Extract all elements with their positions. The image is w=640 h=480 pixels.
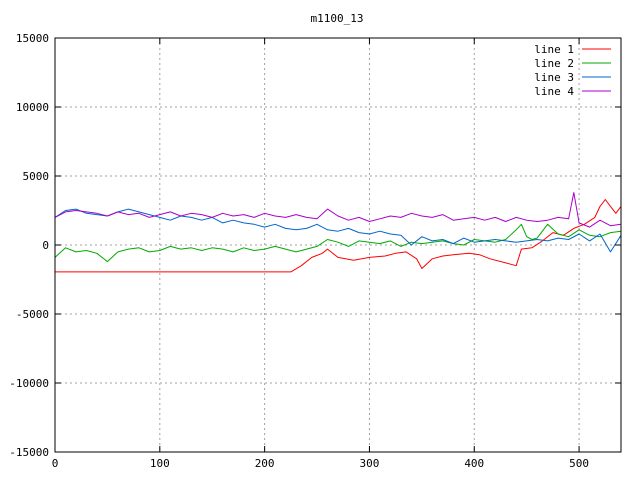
series-line-line-1 [55,199,622,273]
axes: 0 100 200 300 400 500 -15000 -10000 -5000 0 5000 10… [9,32,621,470]
legend-label: line 1 [534,43,574,56]
series-lines [54,192,622,273]
y-tick-label: 5000 [23,170,50,183]
series-line-line-3 [54,208,622,253]
x-tick-label: 300 [360,457,380,470]
y-tick-label: -15000 [9,446,49,459]
grid [55,38,621,452]
series-line-line-4 [54,192,622,228]
y-tick-label: 10000 [16,101,49,114]
y-tick-label: 15000 [16,32,49,45]
chart-title: m1100_13 [311,12,364,25]
legend-label: line 2 [534,57,574,70]
y-tick-label: 0 [42,239,49,252]
legend-label: line 4 [534,85,574,98]
x-tick-label: 0 [52,457,59,470]
y-tick-label: -5000 [16,308,49,321]
legend-label: line 3 [534,71,574,84]
x-tick-label: 500 [569,457,589,470]
x-tick-label: 100 [150,457,170,470]
x-tick-label: 200 [255,457,275,470]
series-line-line-2 [54,223,622,263]
y-tick-label: -10000 [9,377,49,390]
x-tick-label: 400 [464,457,484,470]
